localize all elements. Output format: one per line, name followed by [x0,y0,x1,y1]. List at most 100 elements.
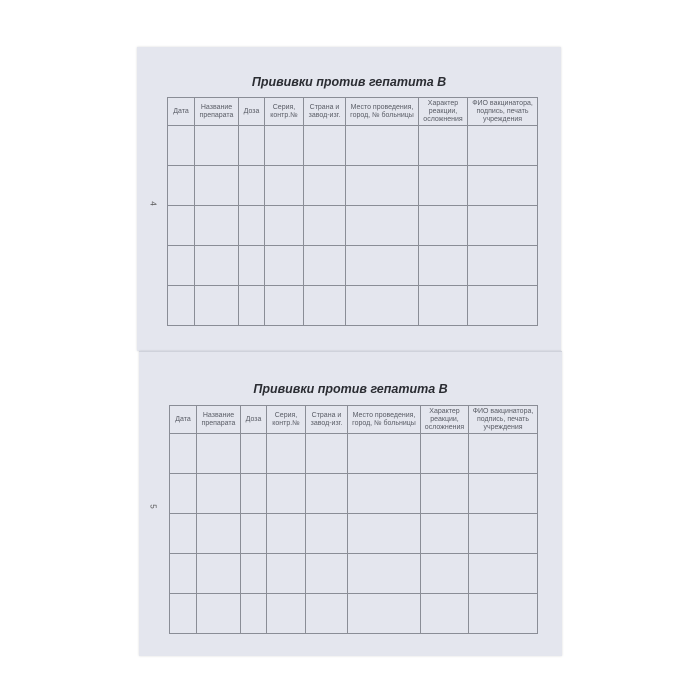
table-cell [305,593,348,634]
table-cell [305,473,348,514]
table-row [169,513,538,554]
column-header: Характер реакции, осложнения [418,97,468,126]
table-cell [305,553,348,594]
table-cell [264,125,304,166]
table-cell [264,165,304,206]
table-cell [468,593,538,634]
table-cell [467,125,538,166]
table-cell [420,473,469,514]
column-header: Серия, контр.№ [264,97,304,126]
table-cell [167,285,195,326]
column-header: Страна и завод-изг. [303,97,346,126]
table-cell [196,513,241,554]
table-cell [347,513,421,554]
table-cell [468,553,538,594]
table-cell [194,165,239,206]
page-5: Прививки против гепатита B 5 Дата Названи… [139,351,562,656]
table-cell [240,433,267,474]
table-cell [194,125,239,166]
column-header: Доза [238,97,265,126]
table-cell [266,553,306,594]
table-cell [418,205,468,246]
table-cell [266,433,306,474]
table-cell [266,473,306,514]
table-row [167,205,538,246]
table-cell [420,433,469,474]
column-header: ФИО вакцинатора, подпись, печать учрежде… [467,97,538,126]
table-cell [238,125,265,166]
table-cell [347,553,421,594]
vaccination-table: Дата Название препарата Доза Серия, контр.№… [167,97,538,326]
column-header: ФИО вакцинатора, подпись, печать учрежде… [468,405,538,434]
table-cell [194,285,239,326]
table-cell [238,205,265,246]
table-cell [240,473,267,514]
table-cell [266,513,306,554]
column-header: Дата [169,405,197,434]
table-cell [303,125,346,166]
table-row [169,473,538,514]
table-cell [418,245,468,286]
table-cell [418,285,468,326]
table-row [169,433,538,474]
table-cell [169,513,197,554]
table-cell [345,165,419,206]
column-header: Место проведения, город, № больницы [347,405,421,434]
table-cell [240,513,267,554]
table-cell [169,553,197,594]
table-row [167,285,538,326]
column-header: Место проведения, город, № больницы [345,97,419,126]
table-cell [264,245,304,286]
column-header: Доза [240,405,267,434]
table-cell [420,513,469,554]
table-cell [167,125,195,166]
page-4: Прививки против гепатита B 4 Дата Названи… [137,47,561,351]
table-row [167,245,538,286]
table-cell [418,165,468,206]
table-cell [303,205,346,246]
table-cell [347,473,421,514]
table-cell [467,285,538,326]
table-cell [240,593,267,634]
table-cell [238,245,265,286]
table-cell [418,125,468,166]
column-header: Дата [167,97,195,126]
table-row [167,125,538,166]
page-title: Прививки против гепатита B [251,75,447,89]
table-cell [467,165,538,206]
vaccination-table: Дата Название препарата Доза Серия, контр.№… [169,405,538,634]
column-header: Страна и завод-изг. [305,405,348,434]
table-cell [264,205,304,246]
table-cell [303,285,346,326]
table-cell [196,593,241,634]
table-cell [169,473,197,514]
table-cell [303,245,346,286]
table-cell [266,593,306,634]
table-cell [468,473,538,514]
table-cell [196,433,241,474]
table-cell [169,433,197,474]
page-number: 4 [148,201,158,206]
table-row [169,593,538,634]
table-cell [169,593,197,634]
table-cell [345,125,419,166]
table-cell [467,205,538,246]
table-cell [305,433,348,474]
column-header: Название препарата [194,97,239,126]
table-cell [468,433,538,474]
table-cell [196,553,241,594]
table-cell [238,285,265,326]
page-title: Прививки против гепатита B [253,382,448,396]
table-cell [264,285,304,326]
column-header: Название препарата [196,405,241,434]
column-header: Серия, контр.№ [266,405,306,434]
table-cell [468,513,538,554]
table-cell [345,245,419,286]
table-cell [167,245,195,286]
table-cell [420,553,469,594]
table-cell [303,165,346,206]
table-cell [347,593,421,634]
table-cell [345,205,419,246]
table-cell [240,553,267,594]
column-header: Характер реакции, осложнения [420,405,469,434]
